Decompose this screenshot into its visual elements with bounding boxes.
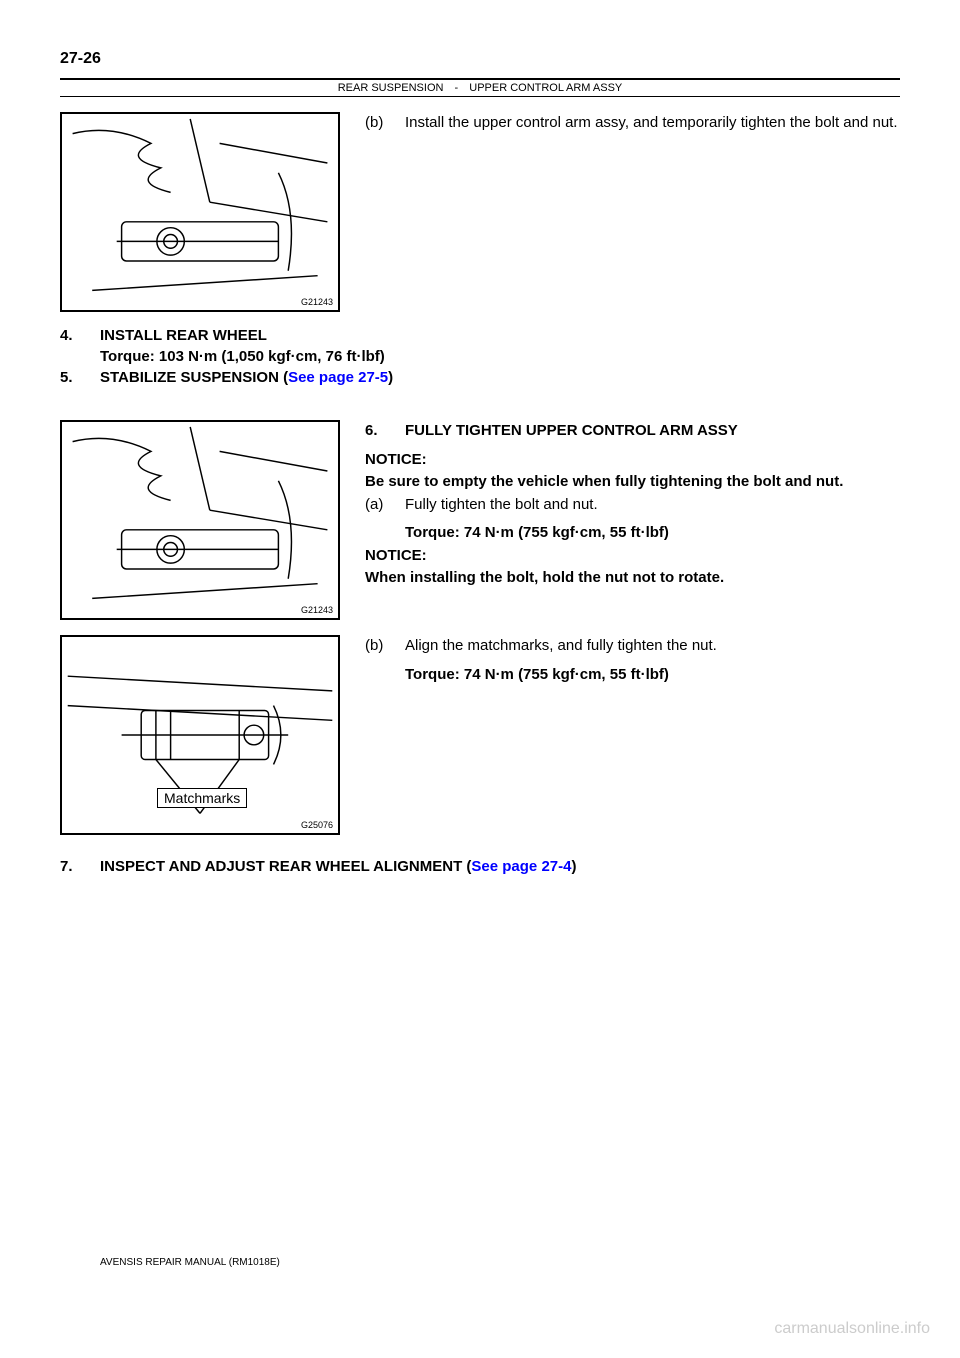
step-title-prefix: STABILIZE SUSPENSION ( xyxy=(100,369,288,386)
step-6b-text: (b) Align the matchmarks, and fully tigh… xyxy=(365,635,900,686)
step-title-suffix: ) xyxy=(571,858,576,875)
block-b-row: G21243 (b) Install the upper control arm… xyxy=(60,112,900,312)
step-title: FULLY TIGHTEN UPPER CONTROL ARM ASSY xyxy=(405,420,900,443)
header-bar: REAR SUSPENSION - UPPER CONTROL ARM ASSY xyxy=(60,78,900,97)
step-6-row: G21243 6. FULLY TIGHTEN UPPER CONTROL AR… xyxy=(60,420,900,620)
step-number: 5. xyxy=(60,369,100,386)
step-6b-row: Matchmarks G25076 (b) Align the matchmar… xyxy=(60,635,900,835)
step-4-torque: Torque: 103 N·m (1,050 kgf·cm, 76 ft·lbf… xyxy=(100,348,900,365)
page-number: 27-26 xyxy=(60,50,900,68)
step-7: 7. INSPECT AND ADJUST REAR WHEEL ALIGNME… xyxy=(60,858,900,875)
figure-upper-arm-2: G21243 xyxy=(60,420,340,620)
step-number: 7. xyxy=(60,858,100,875)
step-title: INSTALL REAR WHEEL xyxy=(100,327,267,344)
page-link[interactable]: See page 27-5 xyxy=(288,369,388,386)
step-title: INSPECT AND ADJUST REAR WHEEL ALIGNMENT … xyxy=(100,858,576,875)
figure-code: G25076 xyxy=(301,820,333,830)
figure-code: G21243 xyxy=(301,605,333,615)
step-6-text: 6. FULLY TIGHTEN UPPER CONTROL ARM ASSY … xyxy=(365,420,900,590)
notice-label: NOTICE: xyxy=(365,545,900,568)
notice-label: NOTICE: xyxy=(365,449,900,472)
substep-text: Fully tighten the bolt and nut. xyxy=(405,494,900,517)
header-section: REAR SUSPENSION xyxy=(338,82,444,94)
header-separator: - xyxy=(455,82,459,94)
figure-matchmarks: Matchmarks G25076 xyxy=(60,635,340,835)
step-title-suffix: ) xyxy=(388,369,393,386)
step-title-prefix: INSPECT AND ADJUST REAR WHEEL ALIGNMENT … xyxy=(100,858,471,875)
watermark: carmanualsonline.info xyxy=(774,1320,930,1338)
substep-marker: (b) xyxy=(365,635,405,658)
figure-upper-arm-1: G21243 xyxy=(60,112,340,312)
torque-text: Torque: 74 N·m (755 kgf·cm, 55 ft·lbf) xyxy=(405,522,900,545)
block-b-text: (b) Install the upper control arm assy, … xyxy=(365,112,900,141)
substep-marker: (a) xyxy=(365,494,405,517)
step-number: 4. xyxy=(60,327,100,344)
step-title: STABILIZE SUSPENSION (See page 27-5) xyxy=(100,369,393,386)
torque-text: Torque: 74 N·m (755 kgf·cm, 55 ft·lbf) xyxy=(405,664,900,687)
step-number: 6. xyxy=(365,420,405,443)
substep-text: Align the matchmarks, and fully tighten … xyxy=(405,635,900,658)
notice-text: Be sure to empty the vehicle when fully … xyxy=(365,471,900,494)
page-link[interactable]: See page 27-4 xyxy=(471,858,571,875)
footer-manual-ref: AVENSIS REPAIR MANUAL (RM1018E) xyxy=(100,1257,280,1268)
header-subsection: UPPER CONTROL ARM ASSY xyxy=(469,82,622,94)
step-5: 5. STABILIZE SUSPENSION (See page 27-5) xyxy=(60,369,900,386)
substep-marker: (b) xyxy=(365,112,405,135)
substep-text: Install the upper control arm assy, and … xyxy=(405,112,900,135)
step-4: 4. INSTALL REAR WHEEL xyxy=(60,327,900,344)
matchmarks-label: Matchmarks xyxy=(157,788,247,808)
figure-code: G21243 xyxy=(301,297,333,307)
notice-text: When installing the bolt, hold the nut n… xyxy=(365,567,900,590)
